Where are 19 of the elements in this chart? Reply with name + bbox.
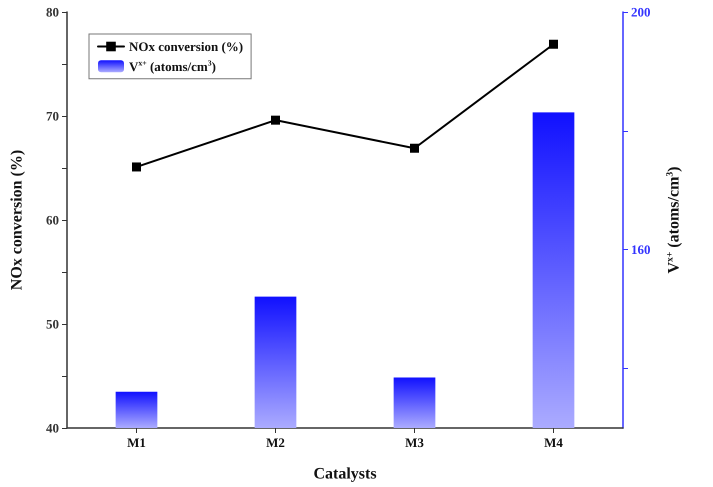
point	[271, 116, 280, 125]
y-tick-label: 50	[46, 316, 59, 332]
y-tick-label: 40	[46, 420, 59, 436]
y2-tick-label: 200	[631, 4, 650, 20]
y-axis-title: NOx conversion (%)	[8, 150, 26, 290]
x-tick-label: M4	[544, 435, 564, 450]
point	[410, 144, 419, 153]
y2-tick-label: 160	[631, 242, 650, 258]
x-tick-label: M3	[405, 435, 424, 450]
y2-axis-title: Vx+ (atoms/cm3)	[664, 166, 682, 274]
x-tick-label: M1	[127, 435, 146, 450]
y-tick-label: 60	[46, 212, 59, 228]
legend-label: NOx conversion (%)	[129, 39, 244, 54]
y-tick-label: 80	[46, 4, 59, 20]
point	[549, 40, 558, 49]
point	[132, 162, 141, 172]
y-tick-label: 70	[46, 108, 59, 124]
x-tick-label: M2	[266, 435, 285, 450]
x-axis-title: Catalysts	[313, 466, 377, 482]
